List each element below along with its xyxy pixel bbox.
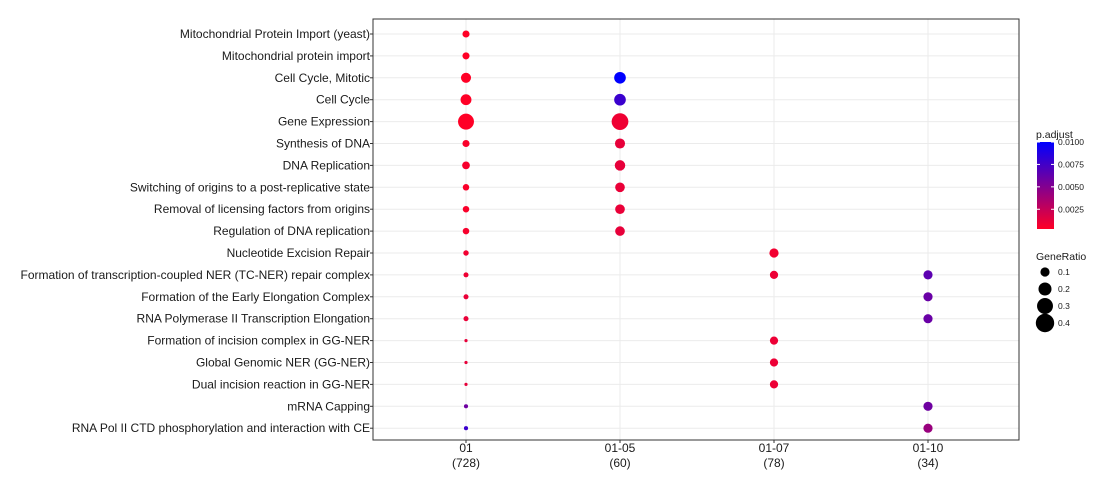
y-axis: Mitochondrial Protein Import (yeast) Mito… xyxy=(21,27,373,435)
size-legend: GeneRatio 0.1 0.2 0.3 0.4 xyxy=(1035,251,1086,333)
size-legend-label: 0.2 xyxy=(1058,284,1070,294)
data-point xyxy=(615,226,625,236)
data-point xyxy=(769,358,779,367)
x-tick-label: 01 xyxy=(459,441,473,455)
data-point xyxy=(614,138,626,149)
data-point xyxy=(462,52,470,60)
y-tick-label: Formation of the Early Elongation Comple… xyxy=(141,290,370,304)
y-tick-label: Formation of incision complex in GG-NER xyxy=(147,334,370,348)
data-point xyxy=(462,139,470,148)
color-legend-ticks: 0.0100 0.0075 0.0050 0.0025 xyxy=(1037,137,1084,214)
data-point xyxy=(458,113,474,130)
x-tick-count-label: (34) xyxy=(917,456,938,470)
y-tick-label: Removal of licensing factors from origin… xyxy=(154,202,370,216)
size-legend-label: 0.3 xyxy=(1058,301,1070,311)
y-tick-label: Cell Cycle, Mitotic xyxy=(275,71,370,85)
y-tick-label: mRNA Capping xyxy=(287,399,370,413)
data-point xyxy=(769,248,779,258)
color-legend: p.adjust 0.0100 0.0075 0.0050 0.0025 xyxy=(1036,129,1084,229)
size-legend-dot xyxy=(1038,282,1052,296)
x-tick-label: 01-05 xyxy=(605,441,636,455)
data-point xyxy=(462,161,470,170)
color-legend-tick-label: 0.0050 xyxy=(1058,182,1084,192)
data-point xyxy=(923,314,933,324)
x-tick-label: 01-10 xyxy=(913,441,944,455)
y-tick-label: Global Genomic NER (GG-NER) xyxy=(196,356,370,370)
x-tick-count-label: (60) xyxy=(609,456,630,470)
color-legend-tick-label: 0.0075 xyxy=(1058,159,1084,169)
data-point xyxy=(460,72,472,83)
data-point xyxy=(615,182,625,193)
y-tick-label: Nucleotide Excision Repair xyxy=(227,246,370,260)
size-legend-label: 0.4 xyxy=(1058,318,1070,328)
size-legend-label: 0.1 xyxy=(1058,267,1070,277)
y-tick-label: Cell Cycle xyxy=(316,93,370,107)
size-legend-dot xyxy=(1035,313,1055,333)
data-point xyxy=(462,205,470,213)
y-tick-label: Gene Expression xyxy=(278,115,370,129)
y-tick-label: Formation of transcription-coupled NER (… xyxy=(21,268,370,282)
data-point xyxy=(769,380,779,389)
y-tick-label: Switching of origins to a post-replicati… xyxy=(130,180,370,194)
data-points xyxy=(458,30,933,433)
x-tick-count-label: (728) xyxy=(452,456,480,470)
data-point xyxy=(463,404,469,409)
x-tick-count-label: (78) xyxy=(763,456,784,470)
color-legend-tick-label: 0.0100 xyxy=(1058,137,1084,147)
y-tick-label: Synthesis of DNA xyxy=(276,137,370,151)
data-point xyxy=(615,204,625,215)
x-axis: 01(728) 01-05(60) 01-07(78) 01-10(34) xyxy=(452,440,944,470)
data-point xyxy=(463,250,469,256)
data-point xyxy=(614,93,626,106)
color-legend-bar xyxy=(1037,142,1054,229)
y-tick-label: Dual incision reaction in GG-NER xyxy=(192,377,370,391)
data-point xyxy=(463,426,469,431)
data-point xyxy=(769,270,779,280)
grid-lines xyxy=(373,19,1019,440)
data-point xyxy=(463,316,469,322)
y-tick-label: RNA Pol II CTD phosphorylation and inter… xyxy=(72,421,370,435)
data-point xyxy=(464,382,468,386)
data-point xyxy=(462,227,470,235)
y-tick-label: Regulation of DNA replication xyxy=(213,224,370,238)
data-point xyxy=(614,71,626,84)
data-point xyxy=(462,30,470,38)
y-tick-label: RNA Polymerase II Transcription Elongati… xyxy=(137,312,370,326)
data-point xyxy=(462,184,470,191)
y-tick-label: Mitochondrial protein import xyxy=(222,49,371,63)
data-point xyxy=(463,272,469,278)
x-tick-label: 01-07 xyxy=(759,441,790,455)
size-legend-dot xyxy=(1040,267,1050,277)
data-point xyxy=(769,336,779,345)
data-point xyxy=(614,160,626,171)
y-tick-label: DNA Replication xyxy=(283,158,370,172)
data-point xyxy=(923,401,933,411)
size-legend-title: GeneRatio xyxy=(1036,251,1086,263)
data-point xyxy=(460,94,472,106)
data-point xyxy=(923,423,933,433)
color-legend-tick-label: 0.0025 xyxy=(1058,204,1084,214)
y-tick-label: Mitochondrial Protein Import (yeast) xyxy=(180,27,370,41)
data-point xyxy=(464,339,468,343)
data-point xyxy=(611,113,629,130)
size-legend-items: 0.1 0.2 0.3 0.4 xyxy=(1035,267,1070,333)
data-point xyxy=(923,292,933,302)
data-point xyxy=(464,360,468,365)
plot-panel-border xyxy=(372,18,1020,441)
color-legend-title: p.adjust xyxy=(1036,129,1073,141)
data-point xyxy=(923,270,933,280)
size-legend-dot xyxy=(1037,298,1053,314)
data-point xyxy=(463,294,469,300)
